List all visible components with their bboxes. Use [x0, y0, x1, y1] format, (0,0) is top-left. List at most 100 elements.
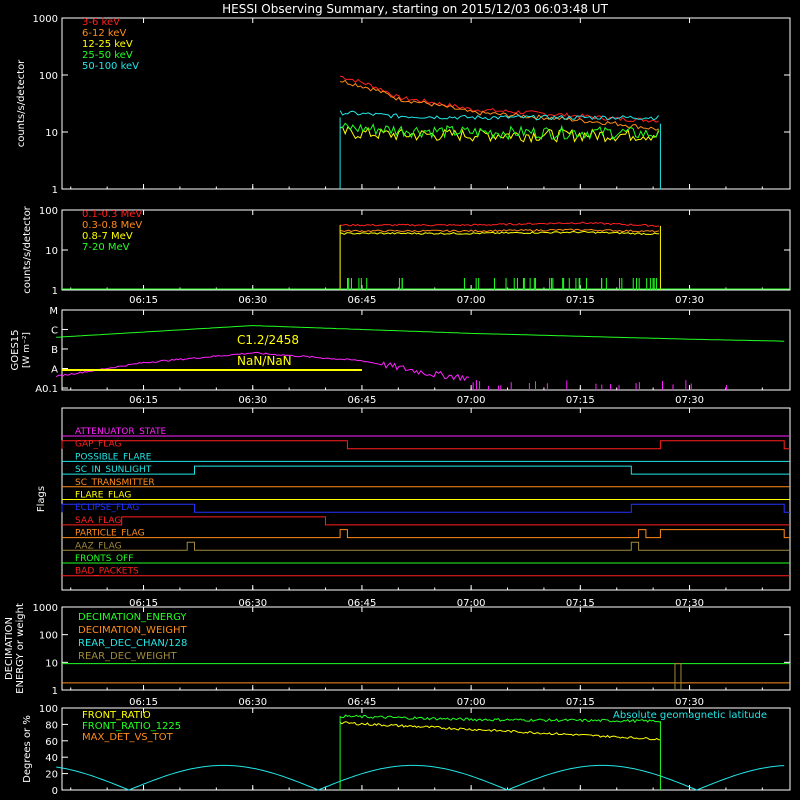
x-tick-label: 07:15 — [566, 598, 595, 609]
x-tick-label: 07:15 — [566, 697, 595, 708]
panel-ratios: 0 20 40 60 80 100 Degrees or % FRONT_RATIOFRONT… — [22, 704, 791, 797]
legend-entry: 0.3-0.8 MeV — [82, 220, 142, 231]
legend-entry: FRONT_RATIO — [82, 710, 151, 721]
y-tick-label: 1 — [52, 286, 58, 297]
y-tick-label: 60 — [45, 737, 58, 748]
x-tick-label: 07:30 — [675, 598, 704, 609]
y-axis-label: counts/s/detector — [22, 205, 33, 293]
y-tick-label: 1 — [52, 185, 58, 196]
x-tick-label: 07:30 — [675, 697, 704, 708]
y-tick-label: 80 — [45, 720, 58, 731]
flag-label: SC_TRANSMITTER — [75, 478, 155, 488]
legend-entry: FRONT_RATIO_1225 — [82, 721, 181, 732]
x-tick-label: 07:00 — [457, 395, 486, 406]
flag-trace — [62, 529, 790, 539]
panel-frame — [61, 17, 791, 190]
panel-decimation: 06:15 06:30 06:45 07:00 07:15 07:30 1 10 100 1000… — [4, 603, 791, 708]
y-axis-label: Degrees or % — [22, 715, 33, 783]
series-line — [339, 230, 660, 236]
y-tick-label: 10 — [45, 658, 58, 669]
y-axis-label-2: ENERGY or weight — [15, 603, 26, 694]
x-tick-label: 06:15 — [129, 697, 158, 708]
x-tick-label: 07:30 — [675, 395, 704, 406]
y-axis-label-units: [W m⁻²] — [22, 332, 32, 368]
y-tick-label: B — [51, 345, 58, 356]
y-tick-label: 20 — [45, 770, 58, 781]
flag-label: ECLIPSE_FLAG — [75, 503, 139, 513]
x-tick-label: 06:15 — [129, 295, 158, 306]
legend-entry: MAX_DET_VS_TOT — [82, 732, 174, 743]
x-tick-label: 07:30 — [675, 295, 704, 306]
y-tick-label: 1 — [52, 686, 58, 697]
x-tick-label: 07:00 — [457, 697, 486, 708]
legend-entry: 0.8-7 MeV — [82, 231, 133, 242]
flag-label: GAP_FLAG — [75, 440, 121, 450]
panel-frame — [61, 707, 791, 791]
legend-entry: 12-25 keV — [82, 39, 133, 50]
series-line — [56, 325, 785, 342]
x-tick-label: 06:30 — [238, 598, 267, 609]
legend-entry: REAR_DEC_WEIGHT — [78, 651, 177, 662]
goes-annotation-nan: NaN/NaN — [237, 354, 292, 368]
y-axis-label: DECIMATION — [4, 617, 15, 680]
legend-entry: 7-20 MeV — [82, 242, 130, 253]
y-tick-label: M — [49, 306, 58, 317]
flag-trace — [61, 503, 790, 513]
flag-label: BAD_PACKETS — [75, 567, 139, 577]
flag-label: AAZ_FLAG — [75, 541, 122, 551]
y-axis-label: GOES15 — [10, 329, 21, 370]
y-tick-label: 1000 — [33, 603, 58, 614]
legend-entry: 6-12 keV — [82, 28, 126, 39]
flag-trace — [62, 465, 790, 475]
legend-entry: 0.1-0.3 MeV — [82, 209, 142, 220]
y-tick-label: 10 — [45, 128, 58, 139]
y-tick-label: 100 — [39, 206, 58, 217]
y-axis-label: Flags — [36, 486, 47, 512]
legend-entry: DECIMATION_WEIGHT — [78, 625, 187, 636]
flag-label: ATTENUATOR_STATE — [75, 427, 167, 437]
panel-flags: 06:15 06:30 06:45 07:00 07:15 07:30 Flags ATTEN… — [36, 407, 791, 609]
legend-entry: 3-6 keV — [82, 17, 120, 28]
panel-high-energy: 06:15 06:30 06:45 07:00 07:15 07:30 1 10 100 coun… — [22, 205, 791, 306]
series-step — [674, 663, 682, 690]
flag-trace — [62, 516, 790, 526]
legend-entry: 25-50 keV — [82, 50, 133, 61]
series-line — [340, 79, 659, 131]
series-line — [56, 764, 785, 791]
y-tick-label: 100 — [39, 71, 58, 82]
y-tick-label: 100 — [39, 704, 58, 715]
series-line — [55, 351, 470, 382]
series-line — [339, 110, 659, 121]
flag-label: PARTICLE_FLAG — [75, 529, 145, 539]
y-tick-label: A — [51, 364, 58, 375]
y-tick-label: 100 — [39, 631, 58, 642]
x-tick-label: 06:45 — [348, 697, 377, 708]
legend-entry: REAR_DEC_CHAN/128 — [78, 638, 187, 649]
flag-label: POSSIBLE_FLARE — [75, 452, 152, 462]
annotation-label: Absolute geomagnetic latitude — [613, 710, 767, 721]
flag-label: SAA_FLAG — [75, 516, 121, 526]
panel-frame — [61, 309, 791, 391]
flag-label: SC_IN_SUNLIGHT — [75, 465, 152, 475]
legend-entry: 50-100 keV — [82, 61, 139, 72]
series-line — [340, 221, 660, 227]
x-tick-label: 07:00 — [457, 598, 486, 609]
legend-entry: DECIMATION_ENERGY — [78, 612, 187, 623]
x-tick-label: 07:15 — [566, 295, 595, 306]
y-tick-label: C — [51, 325, 58, 336]
x-tick-label: 06:45 — [348, 295, 377, 306]
x-tick-label: 07:00 — [457, 295, 486, 306]
x-tick-label: 07:15 — [566, 395, 595, 406]
series-line — [340, 228, 660, 233]
y-tick-label: 40 — [45, 753, 58, 764]
y-axis-label: counts/s/detector — [16, 59, 27, 147]
x-tick-label: 06:15 — [129, 598, 158, 609]
flag-label: FLARE_FLAG — [75, 491, 131, 501]
y-tick-label: A0.1 — [35, 384, 58, 395]
flag-trace — [61, 440, 790, 450]
goes-annotation-class: C1.2/2458 — [237, 333, 299, 347]
